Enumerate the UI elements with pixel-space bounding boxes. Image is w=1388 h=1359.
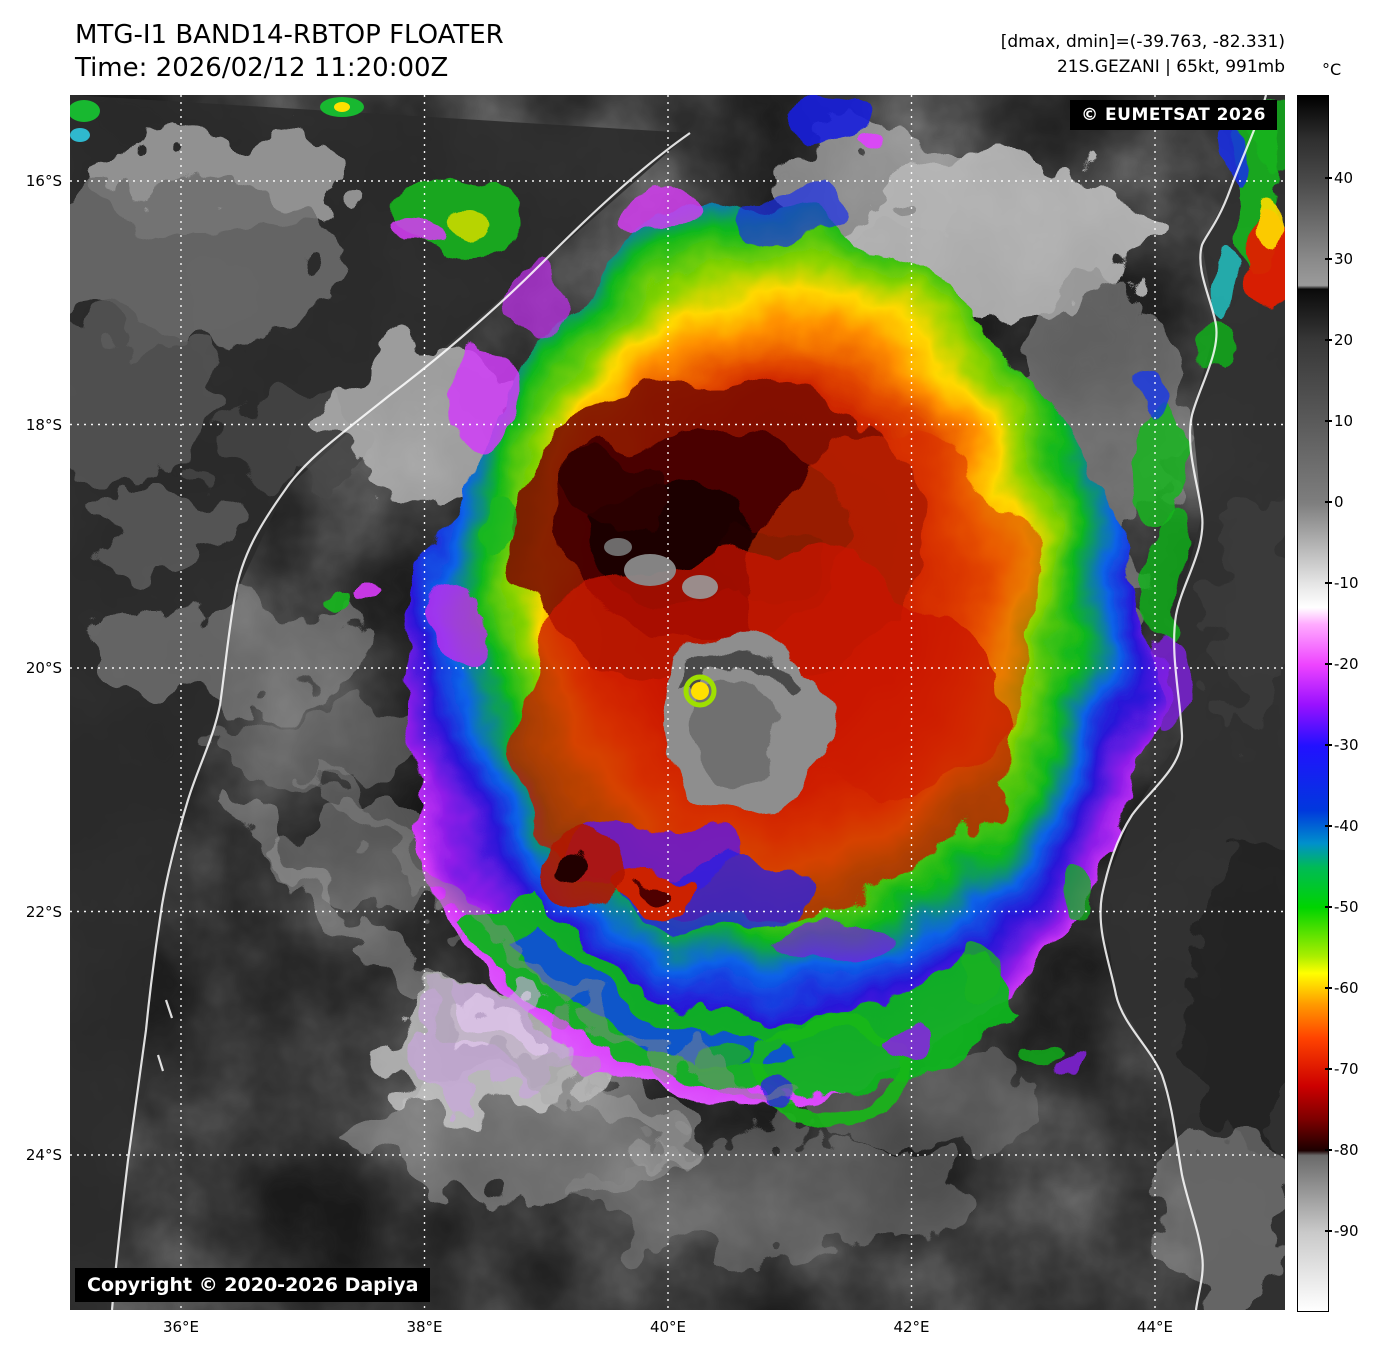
colorbar-tick-40: 40 [1324,169,1354,187]
lat-label-24s: 24°S [25,1146,62,1164]
eyewall-hot-ring [683,674,717,708]
colorbar-tick-m40: -40 [1325,817,1359,835]
temperature-colorbar [1297,95,1329,1312]
colorbar-unit-label: °C [1322,60,1342,79]
lon-label-40e: 40°E [649,1318,687,1336]
edge-storm-northeast [1208,105,1285,320]
colorbar-tick-m20: -20 [1325,655,1359,673]
colorbar-tick-20: 20 [1324,331,1354,349]
lat-label-22s: 22°S [25,903,62,921]
north-fringes [396,97,890,331]
storm-eye [654,635,830,811]
lon-label-36e: 36°E [162,1318,200,1336]
colorbar-tick-m30: -30 [1325,736,1359,754]
header-info: [dmax, dmin]=(-39.763, -82.331) 21S.GEZA… [1001,30,1285,80]
colorbar-tick-10: 10 [1324,412,1354,430]
warm-spots-in-core [604,538,718,599]
coastline-overlay [110,95,1268,1310]
product-title: MTG-I1 BAND14-RBTOP FLOATER [75,20,504,50]
lat-label-20s: 20°S [25,659,62,677]
copyright-badge: Copyright © 2020-2026 Dapiya [75,1268,431,1302]
lon-label-44e: 44°E [1136,1318,1174,1336]
southwest-cloud-bands [210,749,774,1167]
colorbar-tick-m90: -90 [1325,1222,1359,1240]
lat-label-16s: 16°S [25,172,62,190]
storm-id-intensity: 21S.GEZANI | 65kt, 991mb [1056,57,1285,77]
colorbar-tick-30: 30 [1324,250,1354,268]
lat-label-18s: 18°S [25,416,62,434]
colorbar-tick-m80: -80 [1325,1141,1359,1159]
west-edge-fringes [326,350,516,655]
colorbar-tick-m10: -10 [1325,574,1359,592]
colorbar-tick-0: 0 [1325,493,1344,511]
madagascar-terrain [1150,495,1285,1305]
timestamp: Time: 2026/02/12 11:20:00Z [75,53,449,83]
lon-label-42e: 42°E [893,1318,930,1336]
detached-convection-south [690,945,997,1123]
eyewall-hot-spot [691,682,709,700]
satellite-image: © EUMETSAT 2026 Copyright © 2020-2026 Da… [70,95,1285,1310]
corner-specks [70,97,364,142]
africa-landmass [70,95,690,1310]
satellite-scene [70,95,1285,1310]
colorbar-tick-m70: -70 [1325,1060,1359,1078]
lon-label-38e: 38°E [406,1318,443,1336]
colorbar-tick-m50: -50 [1325,898,1359,916]
dmax-dmin-readout: [dmax, dmin]=(-39.763, -82.331) [1000,32,1285,52]
colorbar-tick-m60: -60 [1325,979,1359,997]
eumetsat-attribution-badge: © EUMETSAT 2026 [1070,100,1277,130]
